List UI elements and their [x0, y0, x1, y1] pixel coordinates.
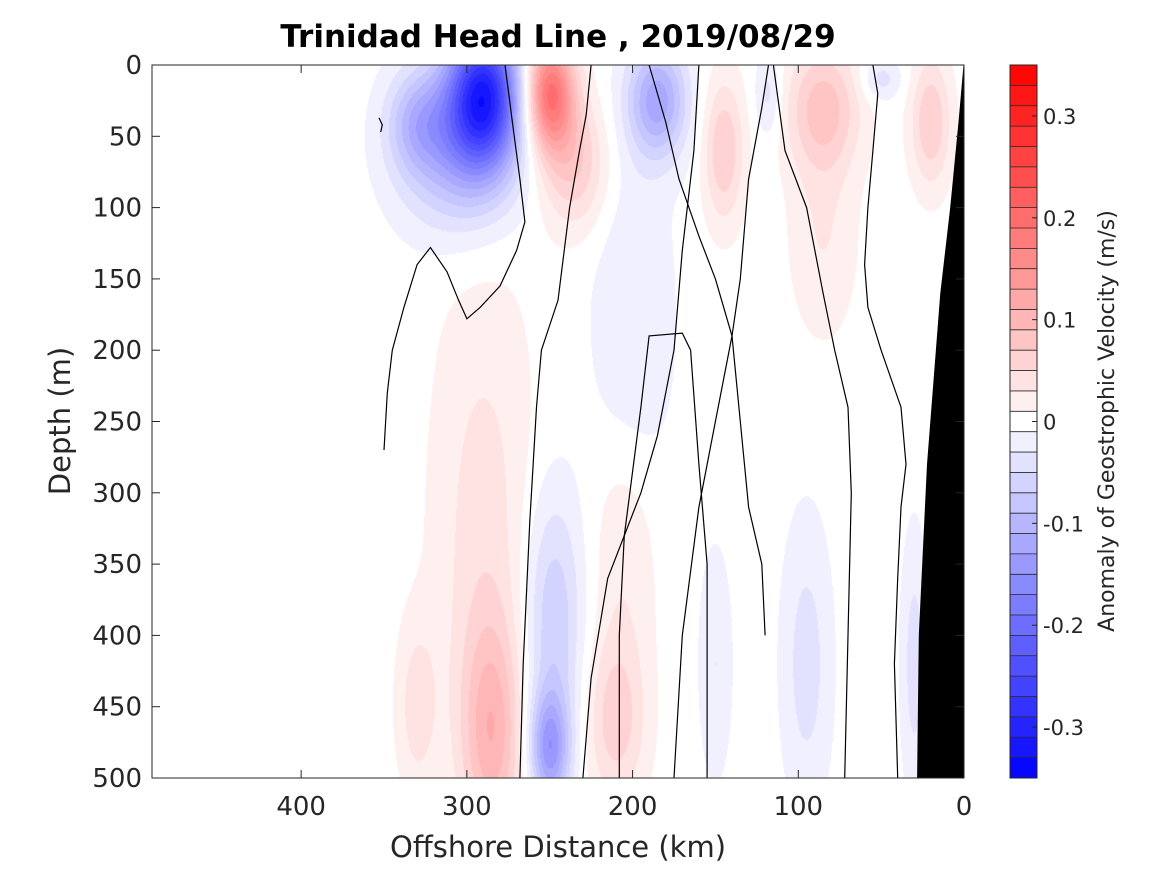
colorbar-label: Anomaly of Geostrophic Velocity (m/s) — [1095, 210, 1120, 632]
colorbar-swatch — [1010, 635, 1037, 657]
colorbar-tick-label: -0.1 — [1043, 512, 1084, 536]
y-tick-label: 300 — [92, 479, 142, 509]
colorbar-swatch — [1010, 207, 1037, 229]
zero-contour-2 — [519, 65, 592, 778]
colorbar-ticks: 0.3 0.2 0.1 0 -0.1 -0.2 -0.3 — [1032, 105, 1084, 740]
zero-contour-1 — [383, 65, 526, 451]
x-tick-label: 200 — [608, 792, 658, 822]
colorbar-tick-label: 0 — [1043, 411, 1056, 435]
x-tick-label: 100 — [773, 792, 823, 822]
y-tick-label: 0 — [125, 51, 142, 81]
colorbar-swatch — [1010, 492, 1037, 514]
colorbar-swatches — [1010, 65, 1037, 779]
bathymetry-polygon — [917, 65, 964, 778]
y-axis-label: Depth (m) — [43, 347, 77, 495]
colorbar-swatch — [1010, 227, 1037, 249]
colorbar-swatch — [1010, 615, 1037, 636]
y-tick-label: 350 — [92, 550, 142, 580]
colorbar-swatch — [1010, 289, 1037, 310]
y-tick-label: 250 — [92, 408, 142, 438]
y-tick-label: 150 — [92, 265, 142, 295]
x-tick-label: 300 — [442, 792, 492, 822]
colorbar-tick-label: -0.3 — [1043, 716, 1084, 740]
y-tick-label: 50 — [109, 122, 142, 152]
colorbar: 0.3 0.2 0.1 0 -0.1 -0.2 -0.3 Anomaly of Geostr… — [1009, 64, 1120, 779]
colorbar-swatch — [1010, 655, 1037, 677]
y-tick-label: 450 — [92, 693, 142, 723]
colorbar-swatch — [1010, 329, 1037, 351]
zero-contour-3 — [582, 65, 700, 778]
bathymetry-layer — [917, 65, 964, 778]
colorbar-swatch — [1010, 268, 1037, 290]
colorbar-swatch — [1010, 390, 1037, 412]
zero-contour-8 — [863, 65, 907, 778]
colorbar-swatch — [1010, 65, 1037, 86]
colorbar-tick-label: -0.2 — [1043, 614, 1084, 638]
colorbar-tick-label: 0.3 — [1043, 105, 1076, 129]
colorbar-swatch — [1010, 452, 1037, 473]
velocity-anomaly-field — [152, 65, 964, 778]
chart-title: Trinidad Head Line , 2019/08/29 — [280, 19, 835, 55]
colorbar-swatch — [1010, 309, 1037, 331]
colorbar-swatch — [1010, 594, 1037, 616]
plot-area — [151, 64, 965, 779]
x-tick-label: 400 — [276, 792, 326, 822]
y-tick-label: 100 — [92, 194, 142, 224]
zero-contour-9 — [378, 117, 383, 133]
zero-contour-5 — [618, 332, 708, 778]
colorbar-swatch — [1010, 737, 1037, 759]
colorbar-swatch — [1010, 716, 1037, 738]
colorbar-swatch — [1010, 126, 1037, 147]
x-axis-label: Offshore Distance (km) — [390, 830, 726, 864]
colorbar-swatch — [1010, 187, 1037, 208]
colorbar-swatch — [1010, 574, 1037, 596]
colorbar-swatch — [1010, 411, 1037, 433]
colorbar-swatch — [1010, 350, 1037, 371]
colorbar-swatch — [1010, 146, 1037, 168]
colorbar-swatch — [1010, 431, 1037, 453]
colorbar-swatch — [1010, 757, 1037, 779]
colorbar-swatch — [1010, 248, 1037, 270]
x-tick-label: 0 — [956, 792, 973, 822]
colorbar-swatch — [1010, 533, 1037, 555]
x-axis: 400 300 200 100 0 — [276, 65, 972, 822]
zero-contour-7 — [772, 65, 852, 778]
y-tick-label: 400 — [92, 621, 142, 651]
colorbar-swatch — [1010, 472, 1037, 494]
y-tick-label: 200 — [92, 336, 142, 366]
colorbar-tick-label: 0.2 — [1043, 207, 1076, 231]
colorbar-swatch — [1010, 513, 1037, 534]
colorbar-swatch — [1010, 166, 1037, 188]
colorbar-swatch — [1010, 85, 1037, 107]
colorbar-swatch — [1010, 696, 1037, 718]
colorbar-swatch — [1010, 676, 1037, 697]
zero-contour-6 — [648, 65, 766, 636]
colorbar-swatch — [1010, 370, 1037, 392]
y-tick-label: 500 — [92, 764, 142, 794]
colorbar-swatch — [1010, 553, 1037, 575]
y-axis: 0 50 100 150 200 250 300 350 400 450 500 — [92, 51, 964, 794]
colorbar-swatch — [1010, 105, 1037, 127]
colorbar-tick-label: 0.1 — [1043, 309, 1076, 333]
zero-contour-lines — [378, 65, 907, 778]
